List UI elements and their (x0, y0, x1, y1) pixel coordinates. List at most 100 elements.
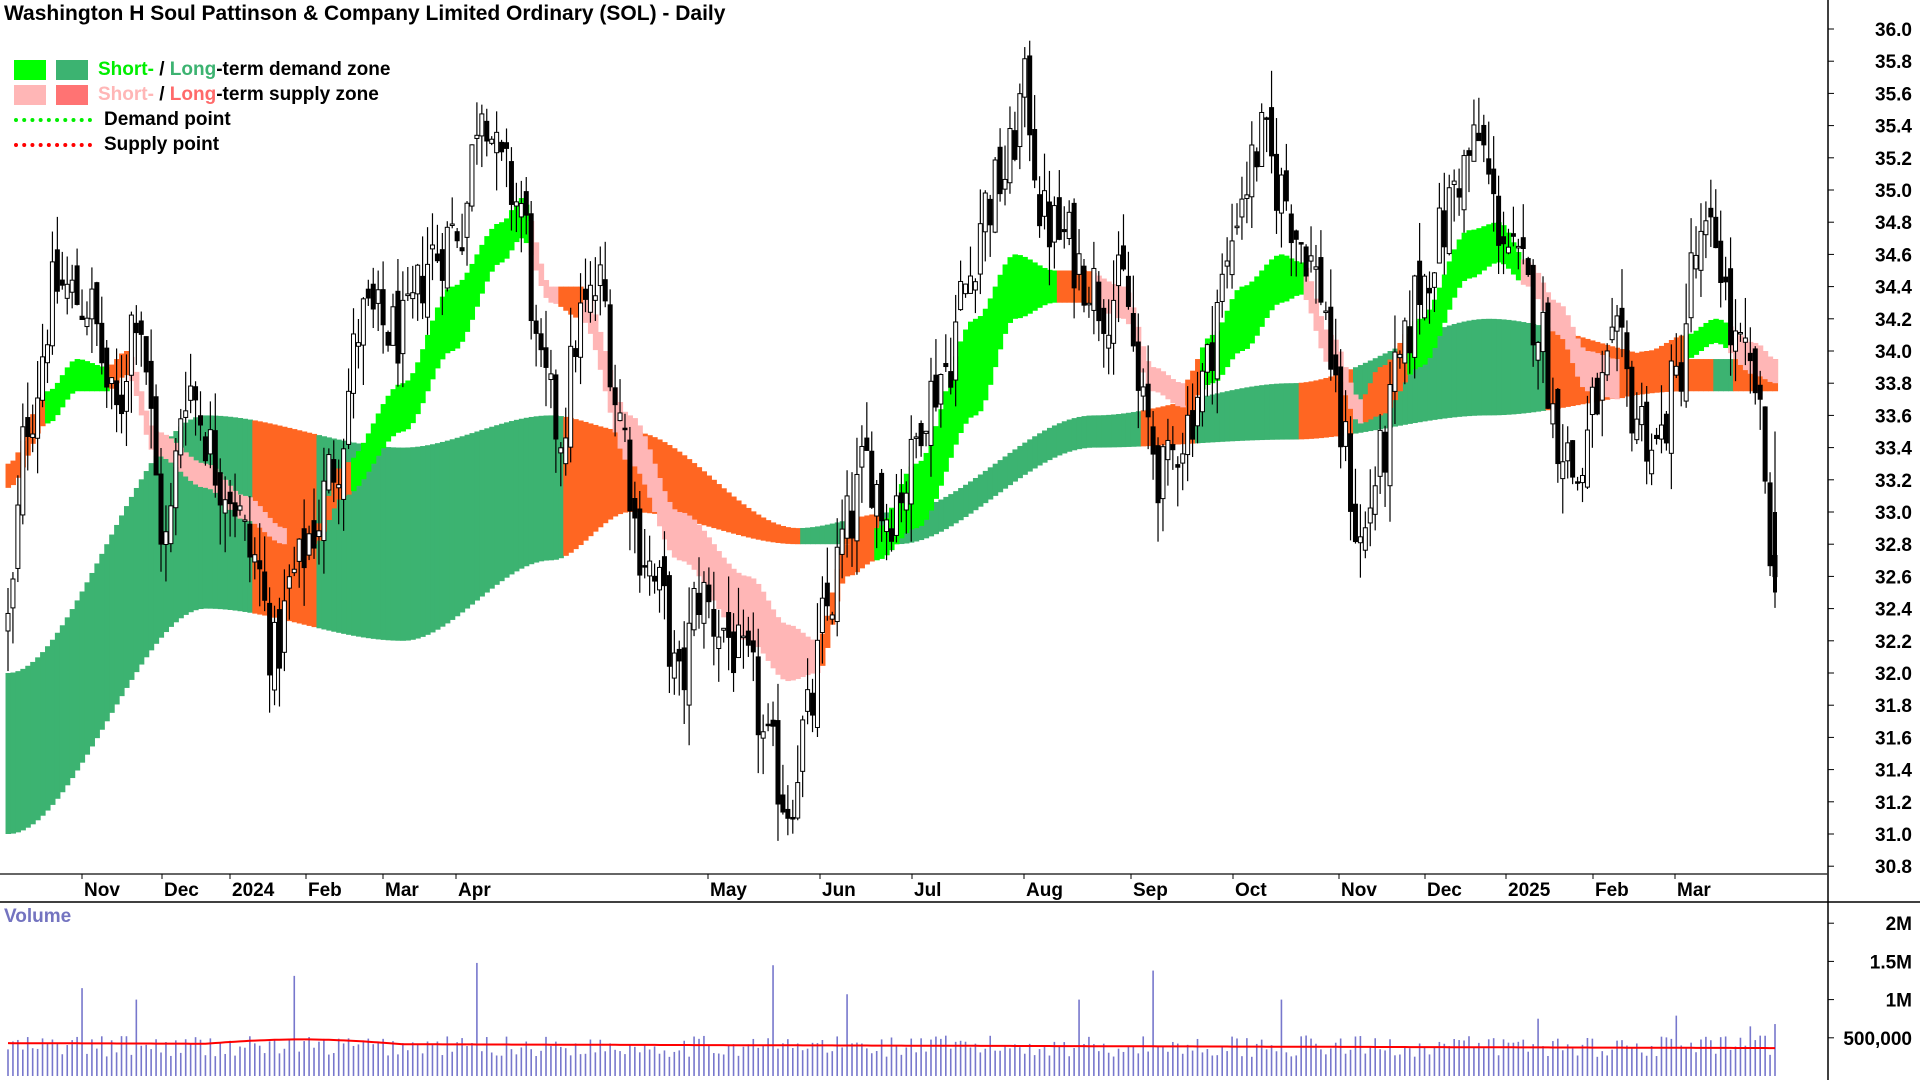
long-term-zone-segment (89, 572, 95, 747)
short-term-zone-segment (494, 224, 500, 265)
long-term-zone-segment (972, 477, 979, 511)
candle-down (227, 491, 233, 505)
long-term-zone-segment (138, 479, 145, 665)
long-term-zone-segment (1012, 449, 1018, 482)
long-term-zone-segment (592, 424, 599, 532)
short-term-zone-segment (198, 462, 204, 487)
short-term-zone-segment (449, 286, 456, 351)
short-term-zone-segment (1555, 302, 1561, 335)
candle-down (1283, 170, 1289, 202)
short-term-zone-segment (864, 532, 870, 565)
long-term-zone-segment (1254, 385, 1260, 441)
candle-up (721, 627, 727, 631)
long-term-zone-segment (785, 527, 791, 544)
long-term-zone-segment (188, 419, 194, 613)
short-term-zone-segment (918, 460, 925, 526)
short-term-zone-segment (133, 371, 140, 397)
long-term-zone-segment (59, 625, 66, 793)
long-term-zone-segment (805, 527, 811, 545)
long-term-zone-segment (45, 646, 51, 811)
date-tick-label: 2024 (232, 880, 275, 901)
candle-up (109, 377, 115, 385)
candle-up (982, 192, 988, 233)
short-term-zone-segment (553, 286, 559, 304)
long-term-zone-segment (686, 459, 693, 522)
candle-up (425, 263, 431, 318)
short-term-zone-segment (1560, 306, 1566, 340)
candle-up (587, 284, 593, 313)
short-term-zone-segment (1140, 346, 1147, 373)
candle-up (1002, 178, 1008, 190)
short-term-zone-segment (1614, 359, 1621, 400)
candle-up (735, 624, 741, 659)
candle-up (1042, 190, 1048, 217)
candle-up (1106, 334, 1112, 349)
candle-down (622, 427, 628, 431)
long-term-zone-segment (1486, 318, 1492, 416)
candle-down (1678, 362, 1684, 392)
long-term-zone-segment (360, 444, 367, 638)
candle-up (1688, 252, 1694, 319)
price-tick-label: 33.2 (1875, 471, 1912, 492)
candle-up (296, 538, 302, 562)
candle-up (592, 295, 598, 301)
candle-down (889, 528, 894, 542)
long-term-zone-segment (770, 522, 777, 543)
candle-down (582, 288, 588, 300)
long-term-zone-segment (1520, 322, 1527, 414)
short-term-zone-segment (701, 530, 708, 584)
short-term-zone-segment (859, 536, 865, 569)
long-term-zone-segment (1506, 319, 1512, 415)
candle-down (1570, 440, 1576, 478)
legend-supply-point: Supply point (14, 132, 390, 157)
candle-down (948, 371, 954, 388)
candle-down (602, 279, 608, 302)
candle-up (716, 636, 722, 650)
candle-up (691, 587, 697, 631)
candle-up (1007, 128, 1013, 184)
candle-up (415, 264, 421, 295)
short-term-zone-segment (671, 509, 678, 558)
candle-up (953, 321, 959, 381)
short-term-zone-segment (1352, 394, 1359, 420)
long-term-zone-segment (1056, 423, 1063, 456)
candle-up (1165, 439, 1171, 461)
long-term-zone-segment (938, 499, 944, 532)
short-term-zone-segment (780, 622, 786, 680)
short-term-zone-segment (1066, 270, 1073, 303)
candle-down (1575, 481, 1581, 484)
candle-down (1644, 401, 1650, 462)
candle-down (1170, 444, 1176, 451)
short-term-zone-segment (84, 361, 91, 392)
long-term-zone-segment (691, 463, 698, 523)
short-term-zone-segment (785, 624, 791, 682)
candle-down (158, 473, 164, 545)
short-term-zone-segment (844, 544, 851, 577)
long-term-zone-segment (1081, 416, 1088, 449)
short-term-zone-segment (1274, 255, 1280, 305)
date-tick-label: Nov (84, 880, 120, 901)
long-term-zone-segment (1713, 359, 1719, 392)
price-tick-label: 35.2 (1875, 149, 1912, 170)
long-term-zone-segment (977, 474, 984, 507)
short-term-zone-segment (464, 272, 471, 332)
short-term-zone-segment (1718, 319, 1724, 345)
long-term-zone-segment (1708, 359, 1714, 392)
candle-up (834, 546, 840, 623)
candle-down (731, 631, 737, 674)
candle-down (1708, 207, 1714, 218)
short-term-zone-segment (1348, 382, 1354, 409)
candle-up (1639, 405, 1645, 426)
long-term-zone-segment (1239, 388, 1246, 441)
candle-down (750, 640, 756, 653)
long-term-zone-segment (829, 523, 836, 545)
candle-up (173, 450, 179, 509)
price-tick-label: 31.0 (1875, 825, 1912, 846)
short-term-zone-segment (1619, 358, 1626, 399)
long-term-zone-segment (622, 431, 629, 513)
long-term-zone-segment (1022, 442, 1028, 475)
long-term-zone-segment (1259, 385, 1265, 441)
short-term-zone-segment (351, 457, 357, 492)
candle-down (276, 609, 282, 669)
